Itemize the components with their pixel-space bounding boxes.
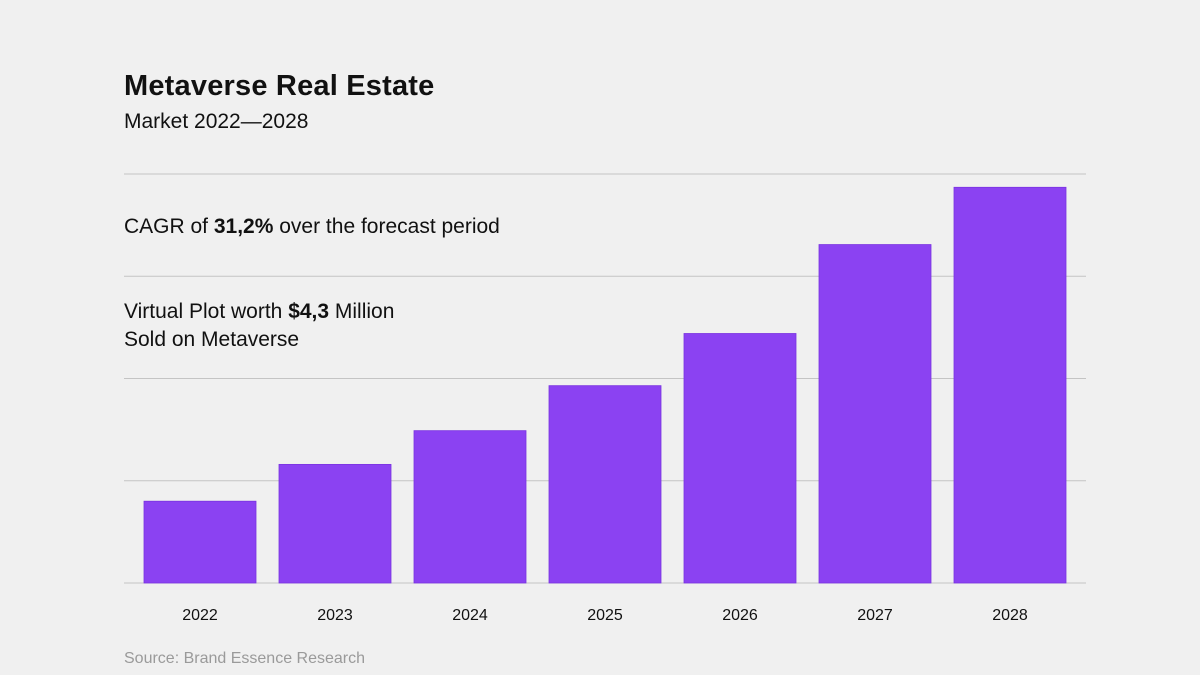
x-tick-label: 2026 xyxy=(722,607,758,624)
annotation-text: over the forecast period xyxy=(273,215,500,238)
bar-2027 xyxy=(818,244,932,584)
annotation-text: Sold on Metaverse xyxy=(124,328,300,351)
x-tick-label: 2022 xyxy=(182,607,218,624)
annotation-text: CAGR of xyxy=(124,215,214,238)
x-tick-label: 2027 xyxy=(857,607,893,624)
annotation-virtual-plot: Virtual Plot worth $4,3 Million Sold on M… xyxy=(124,298,394,354)
bar-2023 xyxy=(278,463,392,584)
x-tick-label: 2028 xyxy=(992,607,1028,624)
annotation-text: Virtual Plot worth xyxy=(124,300,289,323)
chart-subtitle: Market 2022—2028 xyxy=(124,110,309,133)
source-note: Source: Brand Essence Research xyxy=(124,650,366,667)
annotation-value: $4,3 xyxy=(288,300,330,323)
annotation-cagr: CAGR of 31,2% over the forecast period xyxy=(124,213,500,241)
bar-2022 xyxy=(143,500,257,584)
bar-2024 xyxy=(413,430,527,584)
annotation-value: 31,2% xyxy=(213,215,274,238)
x-tick-label: 2025 xyxy=(587,607,623,624)
annotation-text: Million xyxy=(329,300,395,323)
bar-2028 xyxy=(953,186,1067,584)
x-tick-label: 2024 xyxy=(452,607,488,624)
bar-2025 xyxy=(548,385,662,584)
bar-2026 xyxy=(683,333,797,584)
x-tick-label: 2023 xyxy=(317,607,353,624)
chart-title: Metaverse Real Estate xyxy=(124,70,435,102)
